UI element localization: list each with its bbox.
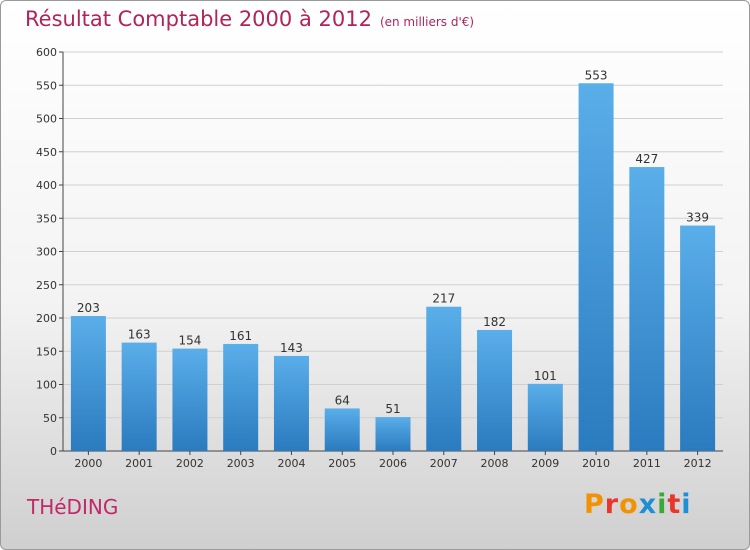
bar-value-label: 339 xyxy=(686,211,709,225)
bar-value-label: 182 xyxy=(483,315,506,329)
x-tick-label: 2010 xyxy=(582,457,610,470)
bar-value-label: 217 xyxy=(432,292,455,306)
bar-2002 xyxy=(172,348,208,451)
brand-letter: i xyxy=(657,489,668,520)
y-tick-label: 100 xyxy=(36,379,57,392)
y-tick-label: 600 xyxy=(36,46,57,59)
bar-value-label: 161 xyxy=(229,329,252,343)
x-tick-label: 2000 xyxy=(74,457,102,470)
y-tick-label: 350 xyxy=(36,212,57,225)
bar-value-label: 427 xyxy=(635,152,658,166)
y-tick-label: 300 xyxy=(36,246,57,259)
bar-2008 xyxy=(477,329,513,451)
brand-letter: x xyxy=(638,489,658,520)
labels: 0 50 100 150 200 250 300 350 400 450 500 550 600 203 2… xyxy=(36,46,712,470)
y-tick-label: 0 xyxy=(50,445,57,458)
y-tick-label: 200 xyxy=(36,312,57,325)
x-tick-label: 2009 xyxy=(531,457,559,470)
y-tick-label: 450 xyxy=(36,146,57,159)
bar-value-label: 143 xyxy=(280,341,303,355)
bars xyxy=(70,83,716,452)
x-tick-label: 2004 xyxy=(277,457,305,470)
bar-value-label: 163 xyxy=(128,328,151,342)
bar-value-label: 101 xyxy=(534,369,557,383)
x-tick-label: 2006 xyxy=(379,457,407,470)
x-tick-label: 2011 xyxy=(633,457,661,470)
bar-2009 xyxy=(527,383,563,451)
y-tick-label: 500 xyxy=(36,113,57,126)
bar-value-label: 203 xyxy=(77,301,100,315)
brand-letter: o xyxy=(619,489,639,520)
x-tick-label: 2005 xyxy=(328,457,356,470)
bar-value-label: 553 xyxy=(585,68,608,82)
chart-title-text: Résultat Comptable 2000 à 2012 xyxy=(25,7,372,31)
bar-2006 xyxy=(375,417,411,451)
brand-letter: r xyxy=(604,489,620,520)
brand-letter: i xyxy=(681,489,692,520)
town-name: THéDING xyxy=(27,495,119,519)
grid-lines xyxy=(63,51,723,452)
bar-value-label: 64 xyxy=(335,393,350,407)
x-tick-label: 2003 xyxy=(227,457,255,470)
y-tick-label: 250 xyxy=(36,279,57,292)
x-tick-label: 2001 xyxy=(125,457,153,470)
bar-value-label: 51 xyxy=(385,402,400,416)
x-tick-label: 2002 xyxy=(176,457,204,470)
bar-2012 xyxy=(680,225,716,451)
bar-2005 xyxy=(324,408,360,451)
x-tick-label: 2008 xyxy=(481,457,509,470)
brand-letter: t xyxy=(667,489,682,520)
bar-2004 xyxy=(273,355,309,451)
x-tick-label: 2012 xyxy=(684,457,712,470)
bar-2011 xyxy=(629,167,665,452)
bar-2001 xyxy=(121,342,157,451)
chart-subtitle: (en milliers d'€) xyxy=(379,15,475,29)
bar-2003 xyxy=(223,343,259,451)
y-tick-label: 550 xyxy=(36,79,57,92)
axes xyxy=(59,51,723,455)
bar-2007 xyxy=(426,306,462,451)
y-tick-label: 400 xyxy=(36,179,57,192)
chart-title: Résultat Comptable 2000 à 2012 (en millie… xyxy=(25,7,474,31)
brand-letter: P xyxy=(584,489,605,520)
x-tick-label: 2007 xyxy=(430,457,458,470)
bar-2010 xyxy=(578,83,614,451)
proxiti-logo: Proxiti xyxy=(584,489,692,520)
y-tick-label: 50 xyxy=(43,412,57,425)
y-tick-label: 150 xyxy=(36,345,57,358)
bar-2000 xyxy=(70,316,106,451)
bar-value-label: 154 xyxy=(178,334,201,348)
